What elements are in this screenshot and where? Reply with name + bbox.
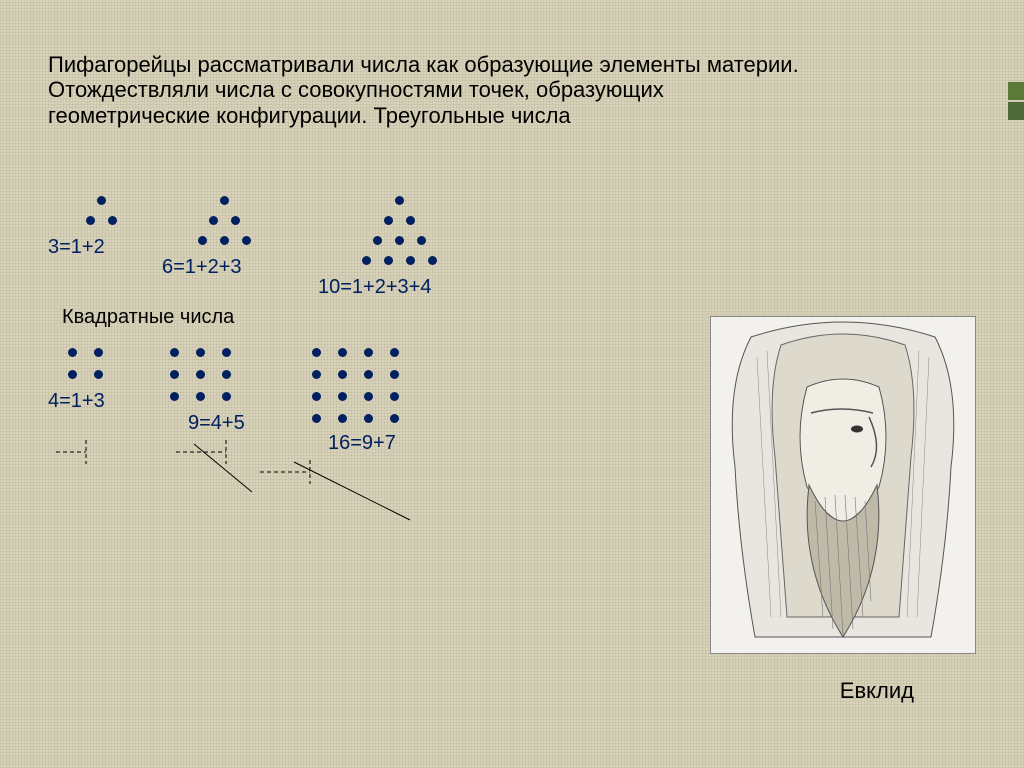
sq-4-label: 4=1+3 [48,390,105,413]
tri-3-label: 3=1+2 [48,236,105,259]
square-heading: Квадратные числа [62,306,234,329]
tri-6-label: 6=1+2+3 [162,256,242,279]
sketch-lines-1 [56,440,256,520]
euclid-portrait [710,316,976,654]
main-paragraph: Пифагорейцы рассматривали числа как обра… [48,52,808,128]
sq-16-label: 16=9+7 [328,432,396,455]
tri-10-label: 10=1+2+3+4 [318,276,431,299]
sq-9-label: 9=4+5 [188,412,245,435]
portrait-caption: Евклид [840,678,914,704]
sketch-lines-2 [260,460,460,540]
